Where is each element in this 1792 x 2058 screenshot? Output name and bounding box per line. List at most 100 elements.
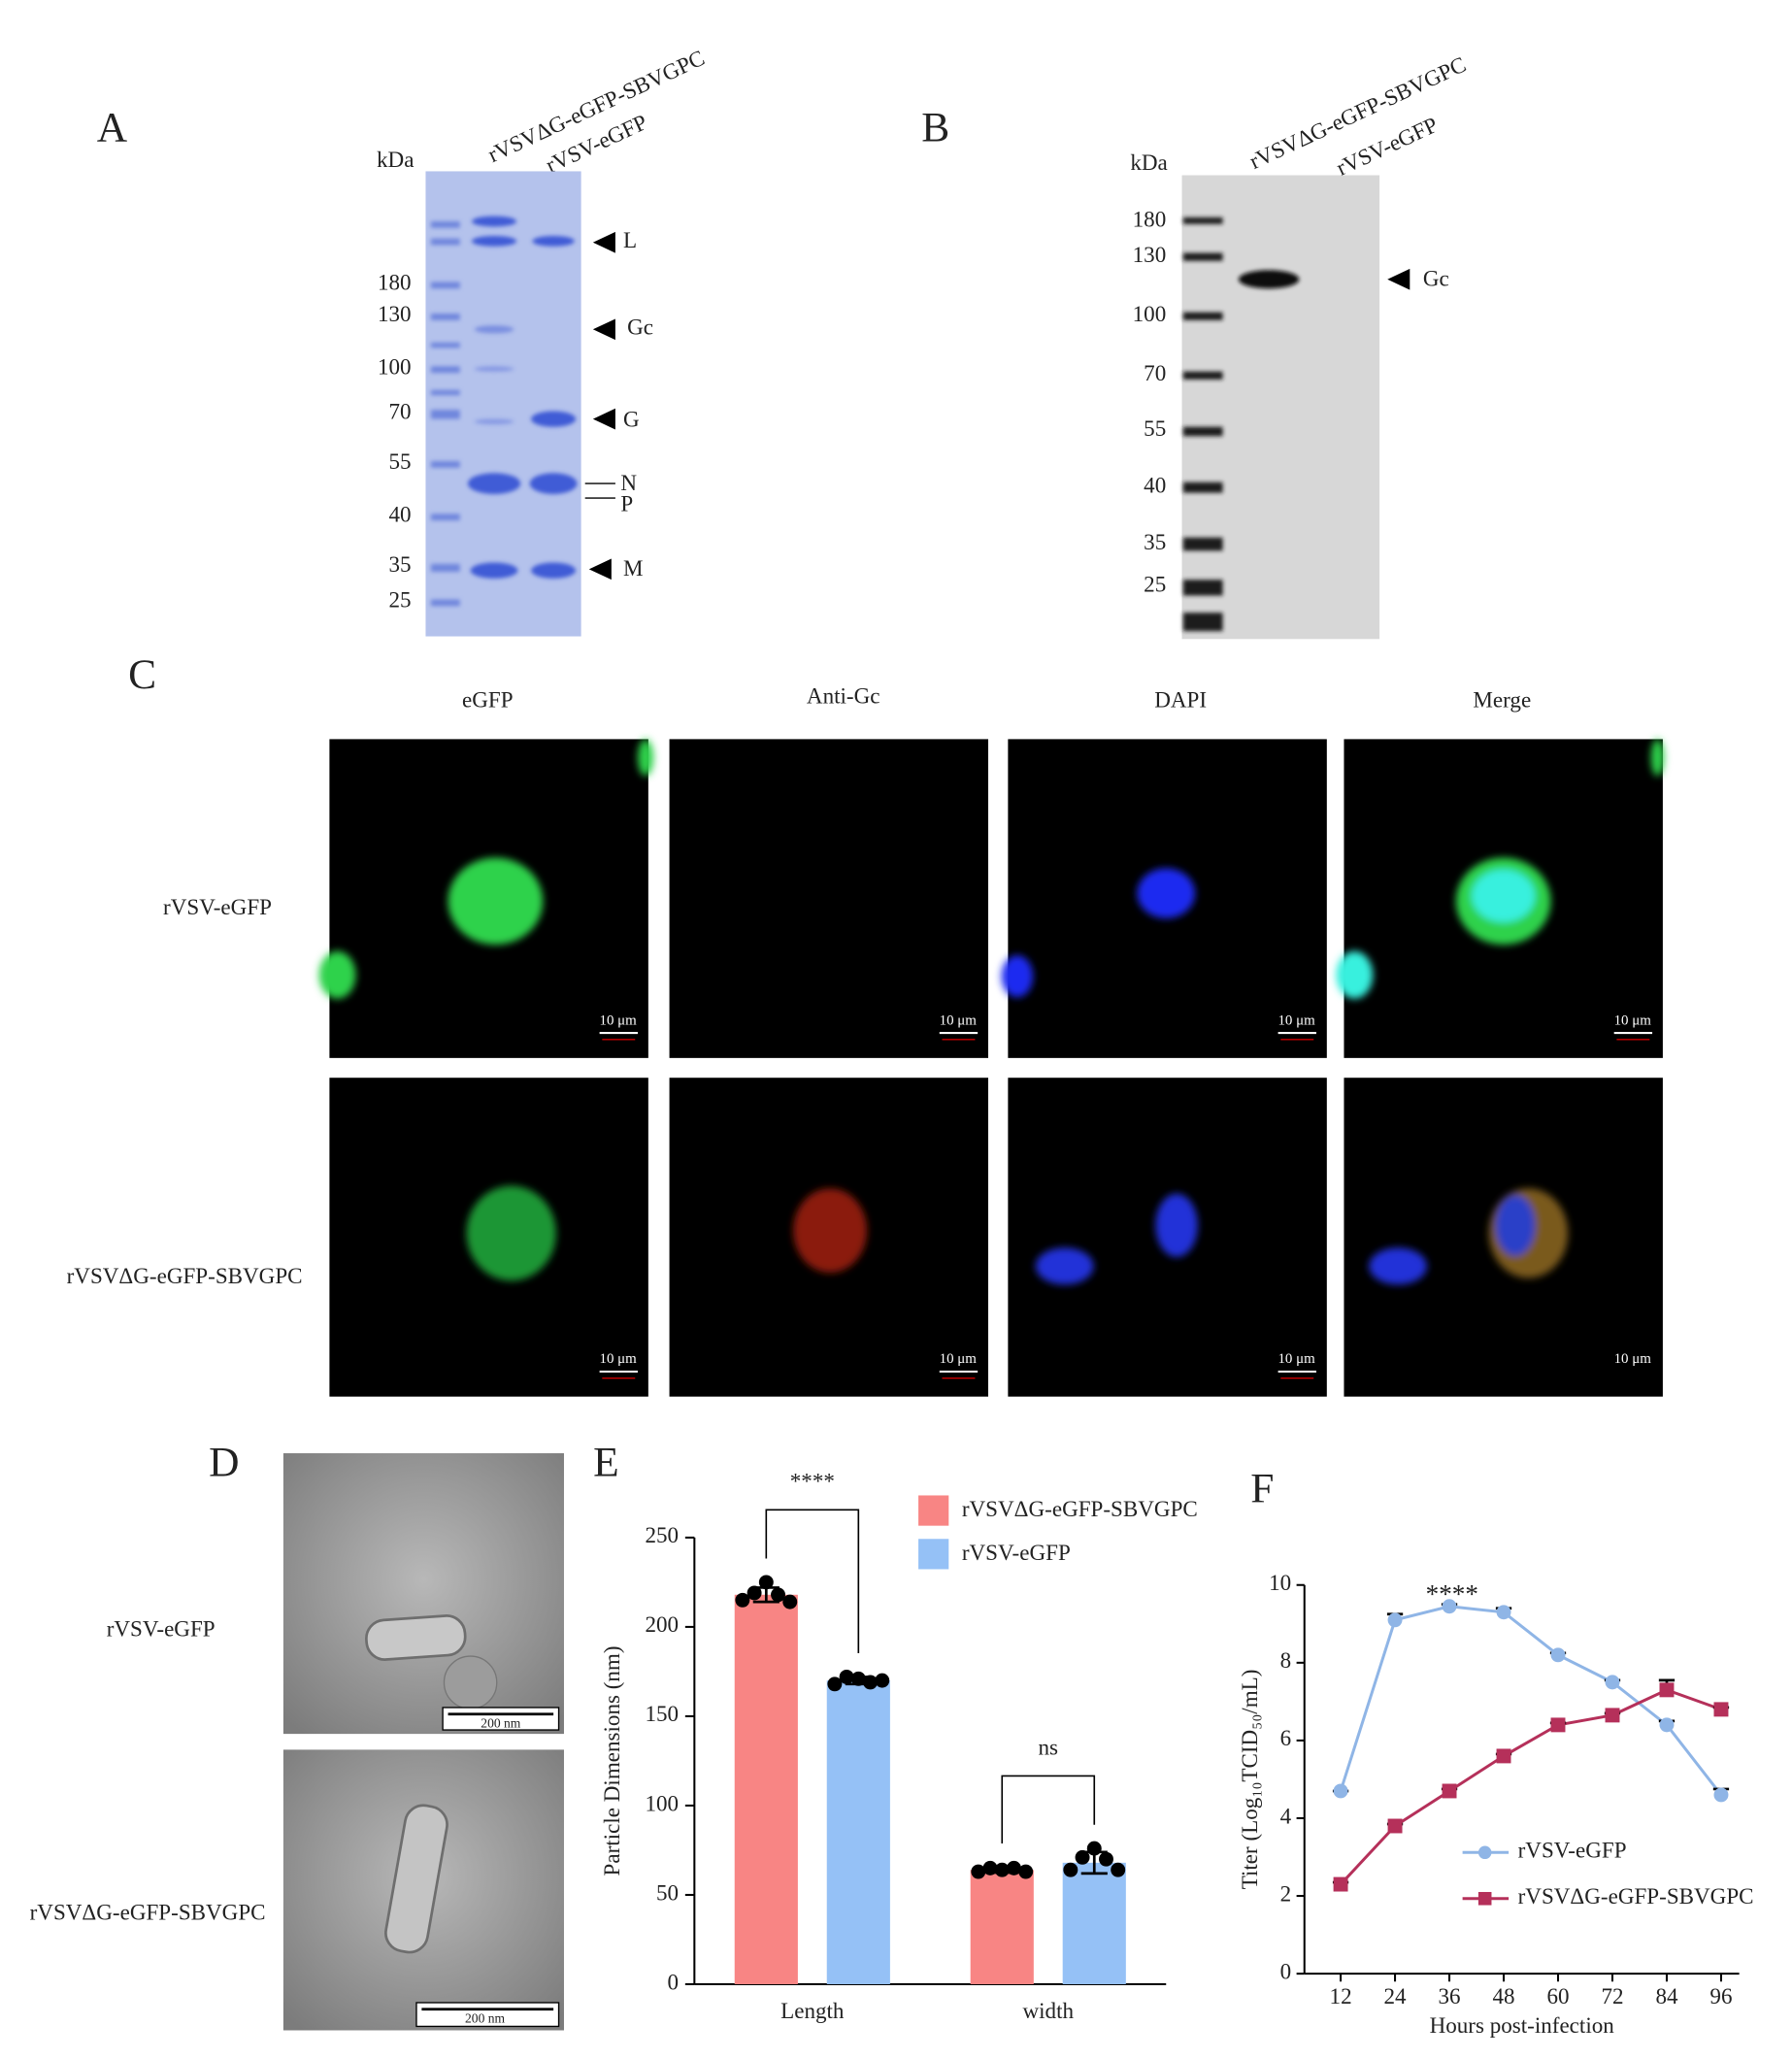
legend-marker — [1477, 1891, 1492, 1906]
data-point — [971, 1864, 986, 1879]
marker: 130 — [378, 301, 412, 326]
band-label: M — [623, 555, 644, 581]
x-tick-label: 12 — [1330, 1983, 1352, 2008]
row-label: rVSV-eGFP — [107, 1616, 216, 1642]
legend-swatch — [918, 1539, 949, 1570]
x-tick-label: 24 — [1384, 1983, 1408, 2008]
unit: kDa — [1130, 149, 1167, 175]
band-label: L — [623, 227, 637, 252]
marker: 55 — [1144, 415, 1166, 441]
scale-label: 10 μm — [600, 1012, 638, 1028]
significance-bracket — [1001, 1775, 1096, 1844]
bar — [970, 1870, 1034, 1984]
data-point — [1496, 1748, 1511, 1764]
x-tick-label: 36 — [1439, 1983, 1461, 2008]
marker: 40 — [1144, 472, 1166, 497]
band-label: N — [620, 470, 637, 495]
x-tick-label: 72 — [1601, 1983, 1623, 2008]
row-label: rVSV-eGFP — [163, 894, 272, 919]
panel-d: D rVSV-eGFP rVSVΔG-eGFP-SBVGPC 200 nm 20… — [30, 1440, 564, 2031]
marker: 35 — [1144, 529, 1166, 554]
data-point — [1605, 1675, 1620, 1690]
band-label: Gc — [1423, 265, 1449, 290]
scale-label: 10 μm — [940, 1351, 978, 1367]
legend-marker — [1477, 1845, 1492, 1860]
marker: 100 — [378, 353, 412, 379]
marker: 180 — [378, 269, 412, 294]
scale-label: 200 nm — [465, 2011, 506, 2026]
data-point — [982, 1860, 998, 1875]
y-tick-label: 8 — [1280, 1647, 1292, 1673]
panel-label: D — [209, 1440, 239, 1486]
marker: 35 — [388, 551, 411, 577]
marker: 70 — [388, 398, 411, 423]
panel-label: E — [593, 1440, 619, 1486]
y-tick-label: 10 — [1269, 1570, 1291, 1595]
data-point — [875, 1673, 890, 1688]
data-point — [1018, 1864, 1034, 1879]
column-label: eGFP — [462, 687, 514, 713]
blot — [1181, 175, 1380, 640]
y-tick-label: 150 — [645, 1701, 679, 1726]
y-tick-label: 4 — [1280, 1803, 1292, 1828]
ladder — [430, 221, 460, 607]
data-point — [758, 1575, 774, 1590]
column-label: DAPI — [1154, 687, 1207, 713]
y-tick-label: 200 — [645, 1611, 679, 1637]
x-axis-label: Hours post-infection — [1430, 2012, 1615, 2038]
micrograph — [282, 1453, 564, 1735]
bar — [734, 1594, 798, 1984]
panel-label: A — [97, 105, 128, 151]
x-tick-label: 96 — [1709, 1983, 1732, 2008]
y-axis-label: Titer (Log₁₀TCID₅₀/mL) — [1237, 1670, 1262, 1890]
virions — [365, 1614, 498, 1954]
micrographs — [318, 739, 1665, 1397]
data-point — [994, 1862, 1010, 1877]
scale-label: 10 μm — [1614, 1012, 1652, 1028]
scale-box — [415, 2002, 560, 2028]
data-point — [1075, 1849, 1090, 1865]
y-tick-label: 100 — [645, 1790, 679, 1815]
data-point — [1387, 1612, 1403, 1628]
scale-label: 10 μm — [1614, 1351, 1652, 1367]
scale-bars: 10 μm 10 μm 10 μm 10 μm 10 μm 10 μm 10 μ… — [600, 1012, 1653, 1379]
data-point — [771, 1587, 785, 1603]
data-point — [1713, 1787, 1729, 1803]
band — [1238, 270, 1300, 289]
y-tick-label: 0 — [1280, 1958, 1292, 1983]
row-label: rVSVΔG-eGFP-SBVGPC — [30, 1899, 266, 1924]
data-point — [1659, 1682, 1675, 1698]
data-point — [1387, 1818, 1403, 1834]
data-point — [1111, 1862, 1126, 1877]
row-label: rVSVΔG-eGFP-SBVGPC — [67, 1263, 303, 1288]
data-point — [1333, 1783, 1348, 1799]
marker: 25 — [1144, 571, 1166, 596]
series-line — [1339, 1688, 1722, 1886]
significance-label: **** — [790, 1468, 835, 1493]
scale-label: 10 μm — [600, 1351, 638, 1367]
marker-labels: 180 130 100 70 55 40 35 25 — [378, 269, 412, 612]
marker: 70 — [1144, 360, 1166, 385]
data-point — [1099, 1851, 1113, 1867]
scale-label: 10 μm — [1278, 1012, 1315, 1028]
marker: 40 — [388, 501, 411, 526]
data-point — [839, 1669, 854, 1684]
panel-label: B — [921, 105, 949, 151]
x-tick-label: Length — [780, 1998, 845, 2023]
y-tick-label: 2 — [1280, 1880, 1292, 1906]
marker: 100 — [1133, 301, 1167, 326]
data-point — [735, 1592, 750, 1608]
y-tick-label: 0 — [668, 1969, 680, 1994]
legend-label: rVSVΔG-eGFP-SBVGPC — [962, 1496, 1198, 1521]
band-label: G — [623, 407, 640, 432]
bar — [826, 1680, 890, 1984]
x-tick-label: 60 — [1546, 1983, 1569, 2008]
gel — [425, 171, 581, 637]
marker-labels: 180 130 100 70 55 40 35 25 — [1133, 206, 1167, 596]
legend-swatch — [918, 1495, 949, 1526]
data-point — [1496, 1605, 1511, 1620]
data-point — [1442, 1599, 1457, 1614]
data-point — [1550, 1647, 1566, 1663]
scale-label: 10 μm — [940, 1012, 978, 1028]
